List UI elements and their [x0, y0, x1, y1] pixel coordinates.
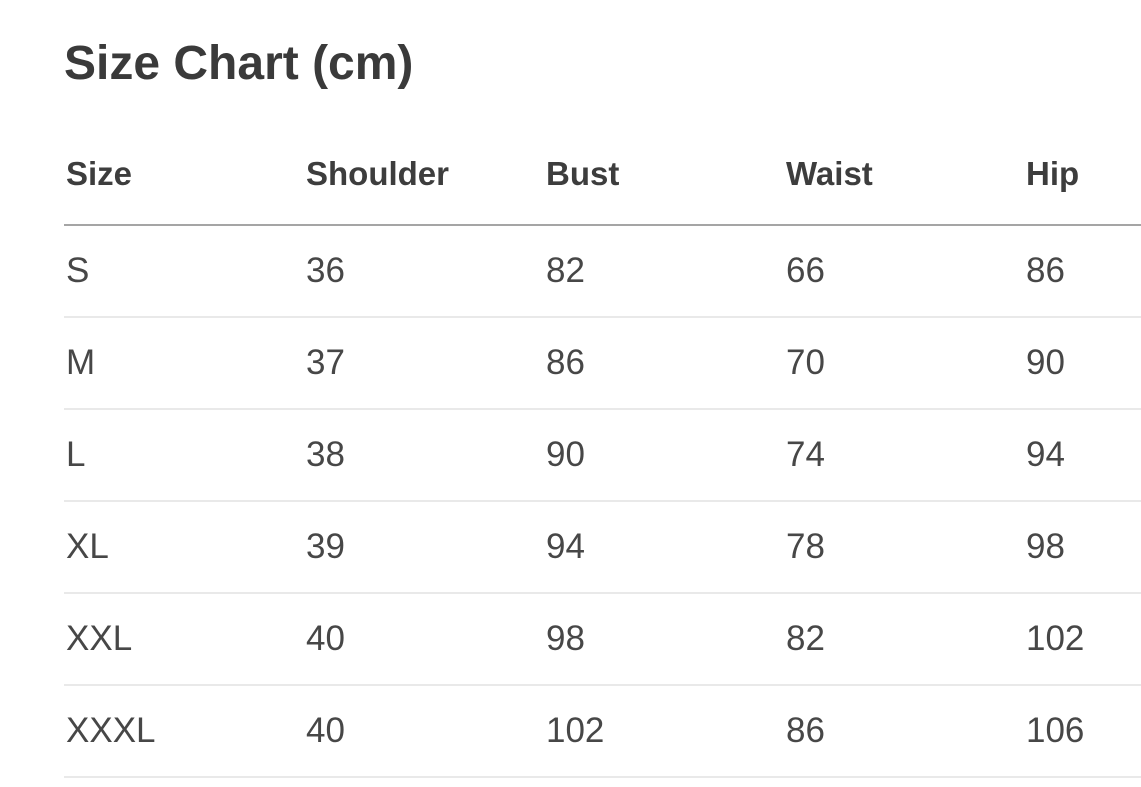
hip-cell: 94: [1024, 409, 1141, 502]
bust-cell: 98: [544, 593, 784, 686]
column-header-bust: Bust: [544, 122, 784, 226]
shoulder-cell: 39: [304, 501, 544, 594]
table-row: XXXL 40 102 86 106: [64, 685, 1141, 778]
page-title: Size Chart (cm): [64, 37, 414, 90]
shoulder-cell: 36: [304, 225, 544, 318]
bust-cell: 86: [544, 317, 784, 410]
hip-cell: 98: [1024, 501, 1141, 594]
column-header-shoulder: Shoulder: [304, 122, 544, 226]
bust-cell: 102: [544, 685, 784, 778]
hip-cell: 90: [1024, 317, 1141, 410]
bust-cell: 94: [544, 501, 784, 594]
waist-cell: 70: [784, 317, 1024, 410]
table-row: M 37 86 70 90: [64, 317, 1141, 410]
bust-cell: 90: [544, 409, 784, 502]
size-cell: L: [64, 409, 304, 502]
column-header-waist: Waist: [784, 122, 1024, 226]
size-cell: S: [64, 225, 304, 318]
shoulder-cell: 37: [304, 317, 544, 410]
bust-cell: 82: [544, 225, 784, 318]
column-header-hip: Hip: [1024, 122, 1141, 226]
size-cell: M: [64, 317, 304, 410]
hip-cell: 102: [1024, 593, 1141, 686]
size-cell: XXL: [64, 593, 304, 686]
table-row: XXL 40 98 82 102: [64, 593, 1141, 686]
hip-cell: 86: [1024, 225, 1141, 318]
waist-cell: 86: [784, 685, 1024, 778]
column-header-size: Size: [64, 122, 304, 226]
waist-cell: 82: [784, 593, 1024, 686]
shoulder-cell: 40: [304, 685, 544, 778]
size-cell: XL: [64, 501, 304, 594]
table-row: L 38 90 74 94: [64, 409, 1141, 502]
table-row: S 36 82 66 86: [64, 225, 1141, 318]
header-row: Size Shoulder Bust Waist Hip: [64, 122, 1141, 226]
size-chart-table: Size Shoulder Bust Waist Hip S 36 82 66 …: [64, 122, 1141, 778]
shoulder-cell: 38: [304, 409, 544, 502]
shoulder-cell: 40: [304, 593, 544, 686]
table-row: XL 39 94 78 98: [64, 501, 1141, 594]
waist-cell: 78: [784, 501, 1024, 594]
hip-cell: 106: [1024, 685, 1141, 778]
size-cell: XXXL: [64, 685, 304, 778]
waist-cell: 66: [784, 225, 1024, 318]
waist-cell: 74: [784, 409, 1024, 502]
